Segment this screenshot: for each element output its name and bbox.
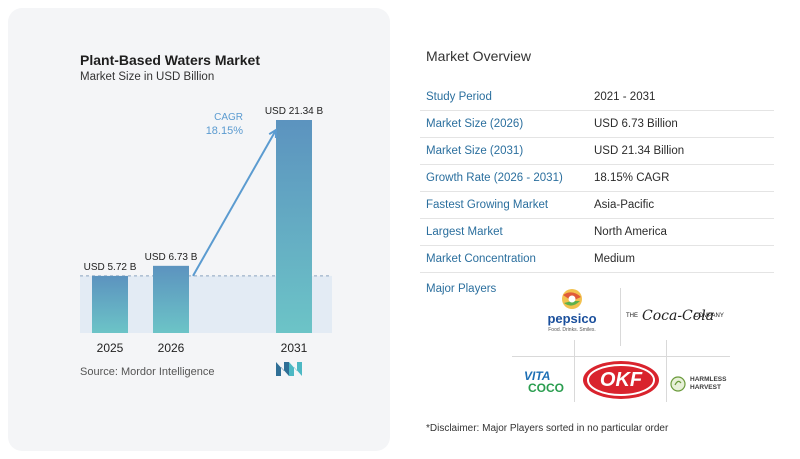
okf-logo: OKF (582, 360, 660, 400)
overview-row: Study Period 2021 - 2031 (420, 84, 774, 111)
overview-row-value: USD 6.73 Billion (594, 118, 678, 130)
overview-row-label: Study Period (426, 91, 492, 103)
bar-2026 (153, 265, 189, 333)
overview-row-value: Medium (594, 253, 635, 265)
overview-row: Fastest Growing Market Asia-Pacific (420, 192, 774, 219)
mordor-logo-icon (276, 362, 302, 376)
pepsico-logo: pepsico Food. Drinks. Smiles. (534, 287, 610, 337)
overview-row-value: USD 21.34 Billion (594, 145, 685, 157)
overview-row-label: Growth Rate (2026 - 2031) (426, 172, 563, 184)
cocacola-post: COMPANY (694, 313, 724, 319)
logo-divider (574, 340, 575, 402)
x-tick-label: 2031 (281, 341, 308, 355)
overview-row-label: Largest Market (426, 226, 503, 238)
overview-row: Growth Rate (2026 - 2031) 18.15% CAGR (420, 165, 774, 192)
coconut-icon (670, 376, 686, 392)
bar-value-label: USD 5.72 B (84, 262, 137, 273)
overview-row-label: Fastest Growing Market (426, 199, 549, 211)
bar-value-label: USD 21.34 B (265, 106, 324, 117)
okf-wordmark: OKF (599, 369, 643, 391)
overview-row-label: Market Size (2031) (426, 145, 524, 157)
okf-logo-icon (583, 361, 659, 399)
bar-value-label: USD 6.73 B (145, 252, 198, 263)
bar-2031 (276, 120, 312, 333)
vitacoco-top: VITA (524, 369, 551, 383)
overview-row: Market Size (2026) USD 6.73 Billion (420, 111, 774, 138)
overview-row-label: Market Size (2026) (426, 118, 524, 130)
bar-chart: USD 5.72 B 2025 USD 6.73 B 2026 USD 21.34 B 2… (80, 106, 332, 355)
logo-divider (512, 356, 730, 357)
cagr-label: CAGR (214, 112, 243, 123)
cagr-arrow (192, 129, 277, 277)
source-note: Source: Mordor Intelligence (80, 366, 215, 378)
cocacola-logo: THE Coca-Cola COMPANY (626, 308, 726, 328)
overview-title: Market Overview (426, 48, 532, 64)
pepsico-tagline: Food. Drinks. Smiles. (548, 327, 596, 333)
cagr-arrowhead (268, 128, 278, 139)
pepsico-wordmark: pepsico (547, 311, 597, 326)
overview-row-value: North America (594, 226, 667, 238)
harmless-bottom: HARVEST (690, 384, 721, 391)
cocacola-wordmark: Coca-Cola (642, 308, 715, 324)
overview-row-label: Market Concentration (426, 253, 536, 265)
overview-row-value: Asia-Pacific (594, 199, 655, 211)
vitacoco-logo: VITA COCO (524, 370, 564, 398)
x-tick-label: 2025 (97, 341, 124, 355)
bar-2025 (92, 275, 128, 333)
overview-row: Market Size (2031) USD 21.34 Billion (420, 138, 774, 165)
logo-divider (666, 340, 667, 402)
harmless-harvest-logo: HARMLESS HARVEST (670, 374, 740, 394)
cocacola-pre: THE (626, 313, 638, 319)
harmless-top: HARMLESS (690, 376, 727, 383)
overview-row-value: 2021 - 2031 (594, 91, 656, 103)
vitacoco-bottom: COCO (528, 381, 564, 395)
cagr-value: 18.15% (206, 125, 244, 137)
x-tick-label: 2026 (158, 341, 185, 355)
major-players-title: Major Players (426, 283, 497, 295)
overview-row-value: 18.15% CAGR (594, 172, 670, 184)
pepsico-logo-icon (562, 289, 582, 309)
chart-subtitle: Market Size in USD Billion (80, 71, 215, 83)
chart-title: Plant-Based Waters Market (80, 52, 260, 68)
overview-row: Largest Market North America (420, 219, 774, 246)
chart-card (8, 8, 390, 451)
overview-row: Market Concentration Medium (420, 246, 774, 273)
logo-divider (620, 288, 621, 346)
disclaimer: *Disclaimer: Major Players sorted in no … (426, 423, 669, 434)
